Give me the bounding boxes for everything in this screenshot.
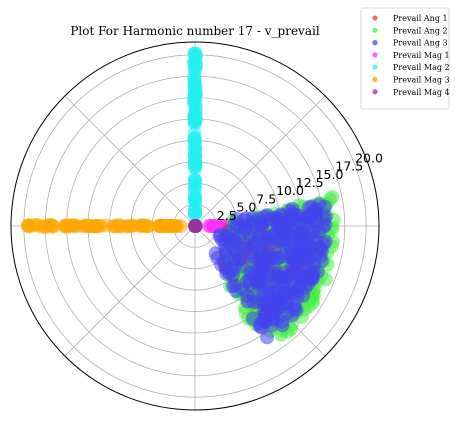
data-point	[239, 274, 254, 289]
legend-label: Prevail Ang 2	[393, 26, 448, 35]
data-point	[38, 220, 53, 235]
data-point	[318, 217, 333, 232]
legend-label: Prevail Mag 3	[393, 76, 450, 85]
data-point	[252, 319, 267, 334]
data-point	[110, 218, 125, 233]
data-point	[292, 280, 307, 295]
data-point	[188, 46, 203, 61]
data-point	[188, 112, 203, 127]
data-point	[273, 269, 288, 284]
angular-gridline-3	[64, 95, 196, 227]
data-point	[69, 219, 84, 234]
data-point	[275, 318, 290, 333]
legend-label: Prevail Ang 3	[393, 39, 448, 48]
legend-marker	[372, 15, 378, 21]
scatter-points	[21, 46, 341, 345]
legend-label: Prevail Ang 1	[393, 14, 448, 23]
radial-tick-label: 17.5	[335, 159, 363, 174]
series-prevail-mag-4	[188, 219, 203, 233]
data-point	[188, 219, 203, 233]
data-point	[240, 289, 255, 304]
angular-gridline-1	[194, 95, 326, 227]
data-point	[309, 202, 324, 217]
radial-tick-labels: 2.55.07.510.012.515.017.520.0	[217, 151, 383, 223]
legend-marker	[372, 64, 378, 70]
data-point	[187, 181, 202, 196]
series-prevail-ang-3	[208, 197, 333, 345]
legend-label: Prevail Mag 2	[393, 63, 450, 72]
data-point	[91, 218, 106, 233]
legend-box	[360, 7, 450, 110]
data-point	[188, 86, 203, 101]
radial-tick-label: 7.5	[256, 191, 276, 206]
data-point	[230, 245, 245, 260]
data-point	[188, 207, 203, 222]
radial-tick-label: 10.0	[276, 183, 304, 198]
data-point	[188, 157, 203, 172]
legend-marker	[372, 40, 378, 46]
data-point	[268, 210, 283, 225]
radial-tick-label: 15.0	[316, 167, 344, 182]
chart-title: Plot For Harmonic number 17 - v_prevail	[70, 24, 319, 38]
radial-tick-label: 12.5	[296, 175, 324, 190]
legend-marker	[372, 89, 378, 95]
radial-tick-label: 5.0	[237, 200, 257, 215]
legend-label: Prevail Mag 4	[393, 88, 450, 97]
data-point	[232, 230, 247, 245]
data-point	[255, 248, 270, 263]
legend: Prevail Ang 1 Prevail Ang 2 Prevail Ang 3 P…	[360, 7, 450, 110]
data-point	[255, 260, 270, 275]
series-prevail-mag-2	[186, 46, 203, 222]
data-point	[188, 191, 203, 206]
data-point	[298, 211, 313, 226]
data-point	[162, 218, 177, 233]
legend-label: Prevail Mag 1	[393, 51, 450, 60]
data-point	[325, 189, 340, 204]
data-point	[243, 246, 258, 261]
data-point	[292, 243, 307, 258]
data-point	[266, 306, 281, 321]
polar-frame	[10, 41, 380, 411]
data-point	[306, 224, 321, 239]
data-point	[257, 209, 272, 224]
data-point	[271, 293, 286, 308]
legend-marker	[372, 76, 378, 83]
data-point	[135, 218, 150, 233]
series-prevail-mag-3	[21, 217, 188, 235]
data-point	[222, 266, 237, 281]
data-point	[267, 227, 282, 242]
data-point	[281, 214, 296, 229]
legend-marker	[372, 52, 378, 58]
data-point	[284, 308, 299, 323]
angular-gridline-5	[64, 225, 196, 357]
data-point	[187, 132, 202, 147]
legend-marker	[372, 27, 378, 33]
radial-tick-label: 20.0	[355, 151, 383, 166]
data-point	[212, 229, 227, 244]
data-point	[314, 253, 329, 268]
data-point	[289, 254, 304, 269]
data-point	[22, 219, 37, 234]
radial-tick-label: 2.5	[217, 208, 237, 223]
data-point	[304, 268, 319, 283]
